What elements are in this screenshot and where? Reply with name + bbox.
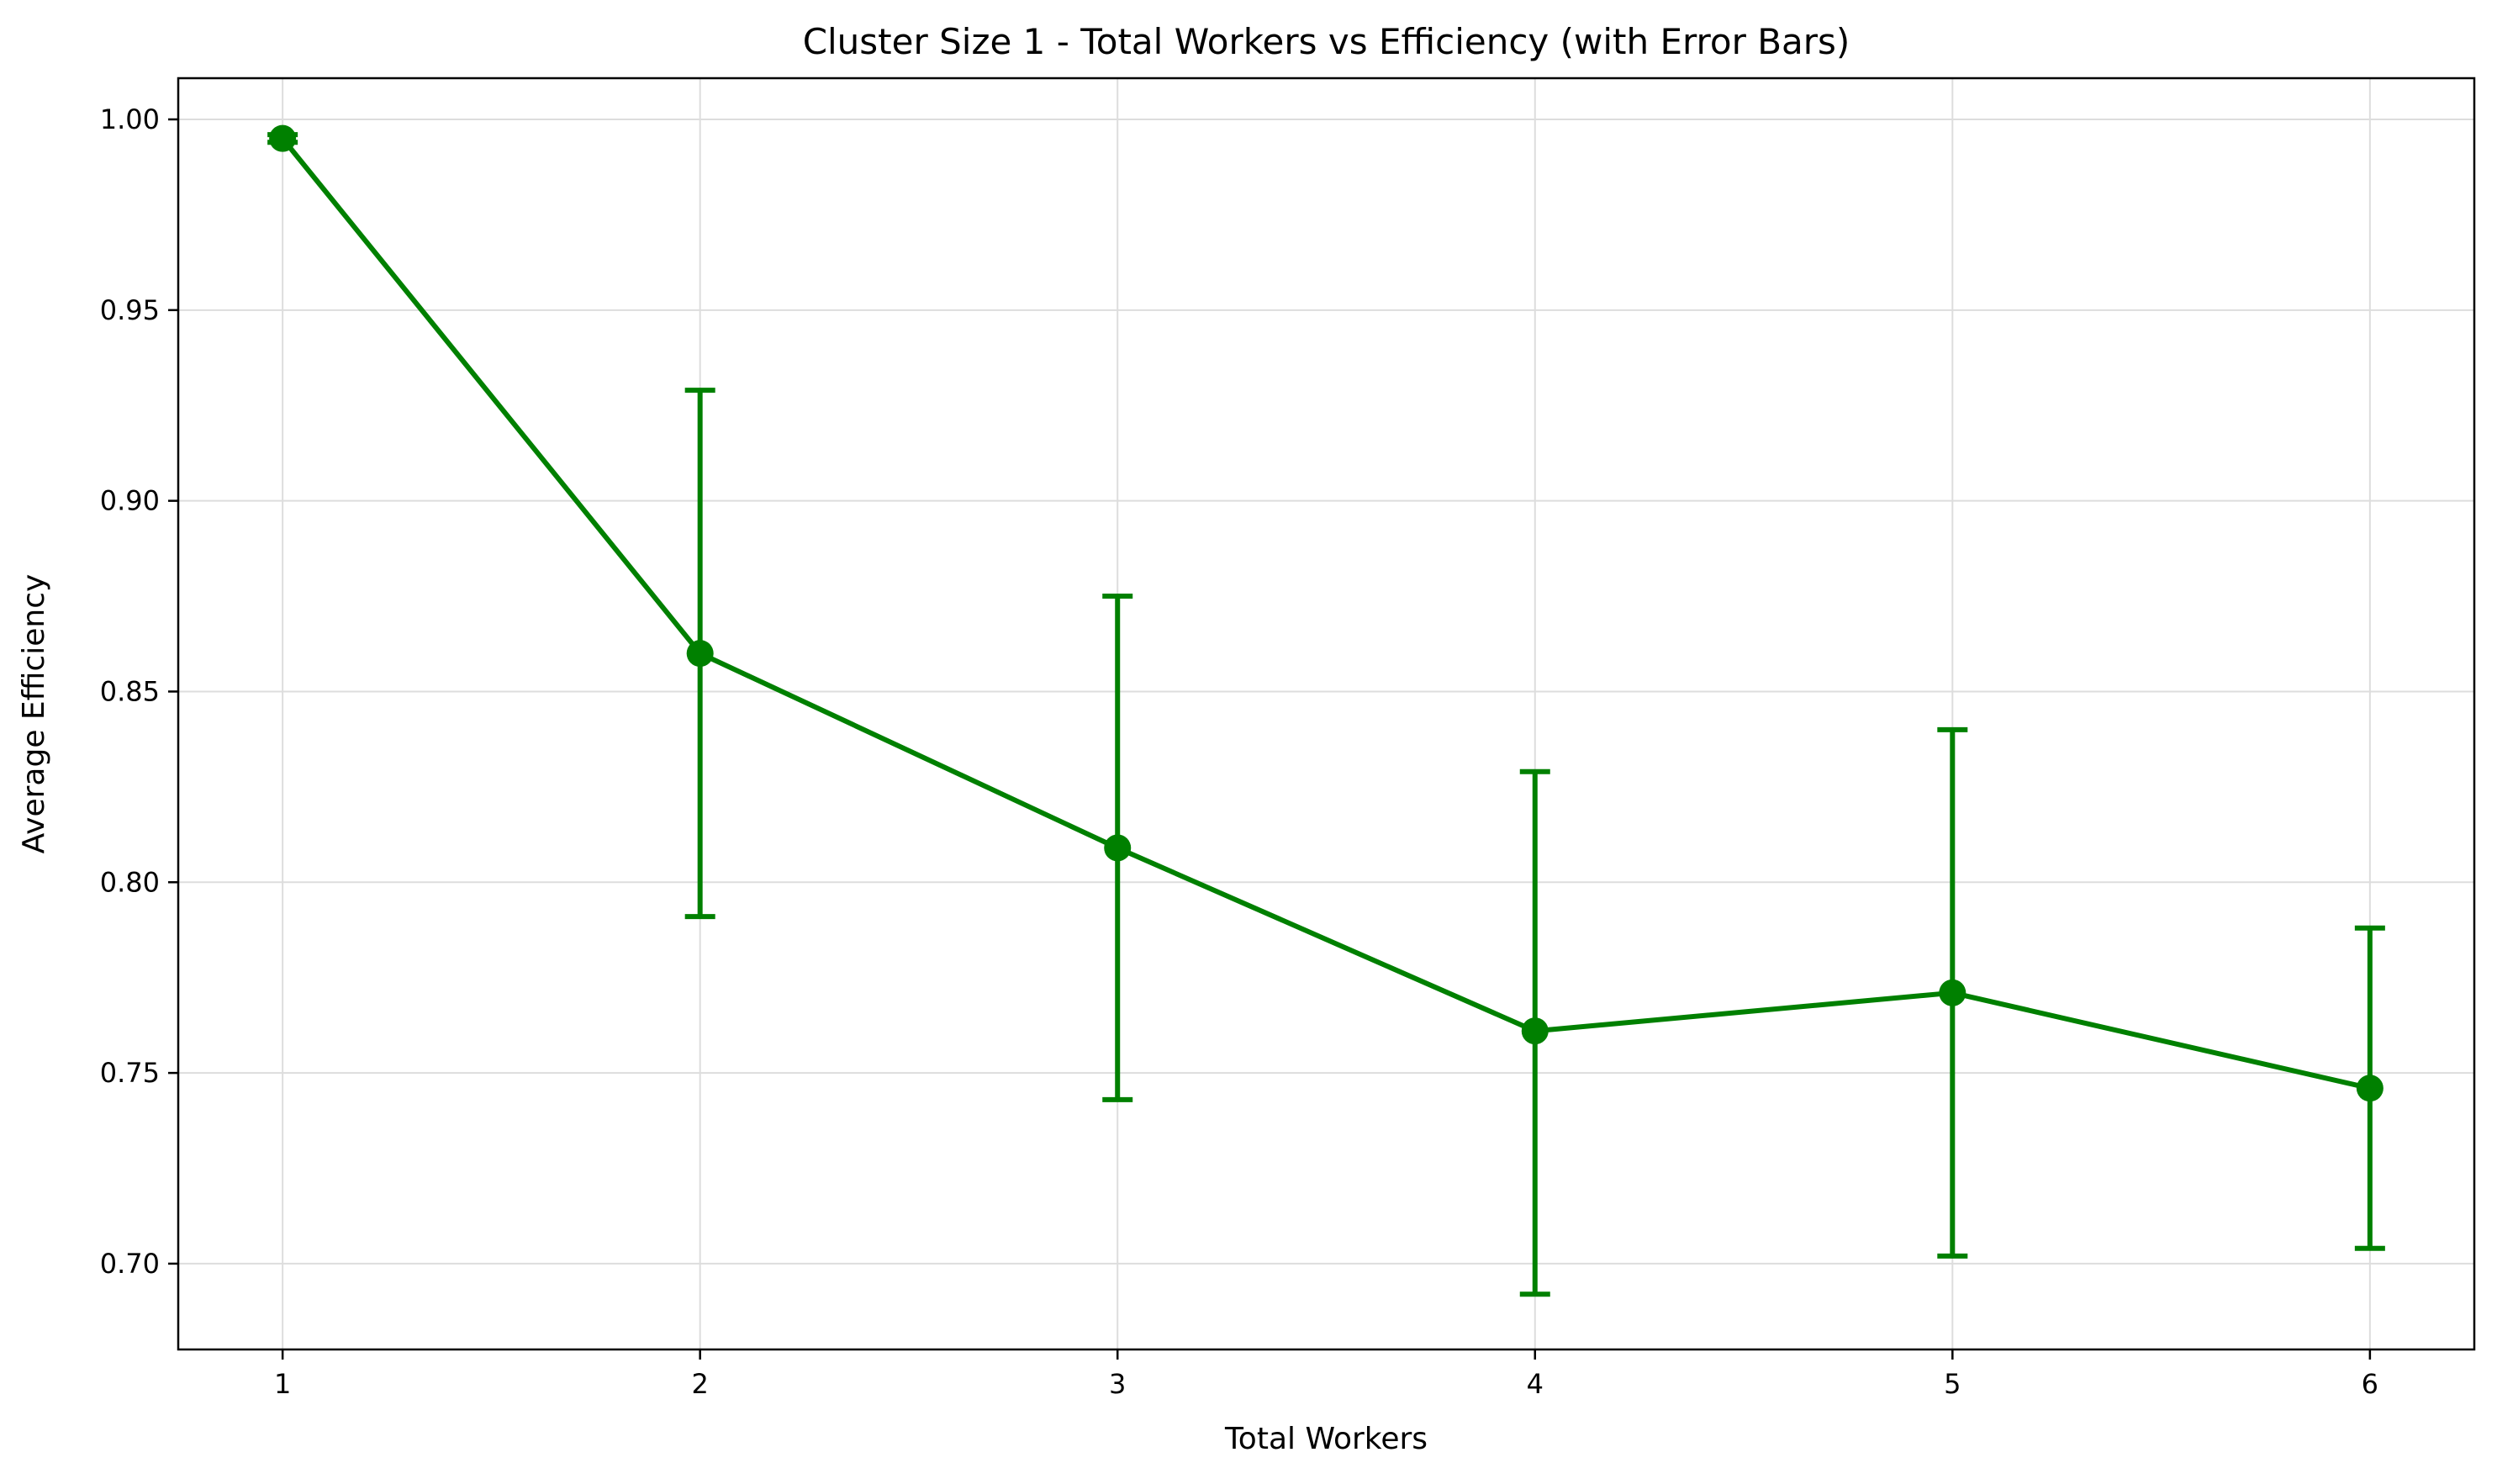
y-axis-title: Average Efficiency xyxy=(17,574,51,854)
y-tick-label: 0.90 xyxy=(100,485,160,517)
x-tick-label: 3 xyxy=(1109,1368,1126,1400)
series-line xyxy=(280,136,2371,1091)
x-tick-label: 1 xyxy=(274,1368,291,1400)
y-tick-label: 0.75 xyxy=(100,1057,160,1089)
x-tick-label: 6 xyxy=(2362,1368,2378,1400)
plot-frame xyxy=(177,77,2476,1351)
y-tick-label: 0.95 xyxy=(100,294,160,326)
data-point xyxy=(1939,979,1966,1006)
data-point xyxy=(1521,1017,1549,1045)
data-point xyxy=(269,124,297,152)
x-tick-label: 5 xyxy=(1944,1368,1961,1400)
x-axis-title: Total Workers xyxy=(1224,1422,1428,1456)
x-tick-label: 2 xyxy=(692,1368,709,1400)
data-point xyxy=(686,640,714,668)
chart-title: Cluster Size 1 - Total Workers vs Effici… xyxy=(803,21,1850,62)
y-tick-label: 0.80 xyxy=(100,866,160,898)
grid-layer xyxy=(178,78,2474,1349)
data-point xyxy=(2356,1075,2384,1102)
x-tick-label: 4 xyxy=(1527,1368,1544,1400)
tick-layer: 1 2 3 4 5 6 0.70 0.75 0.80 0.85 0.90 0.95 1.00 xyxy=(100,103,2378,1400)
y-tick-label: 0.70 xyxy=(100,1248,160,1280)
y-tick-label: 0.85 xyxy=(100,675,160,707)
series-layer xyxy=(267,124,2385,1297)
y-tick-label: 1.00 xyxy=(100,103,160,135)
data-point xyxy=(1104,834,1132,862)
